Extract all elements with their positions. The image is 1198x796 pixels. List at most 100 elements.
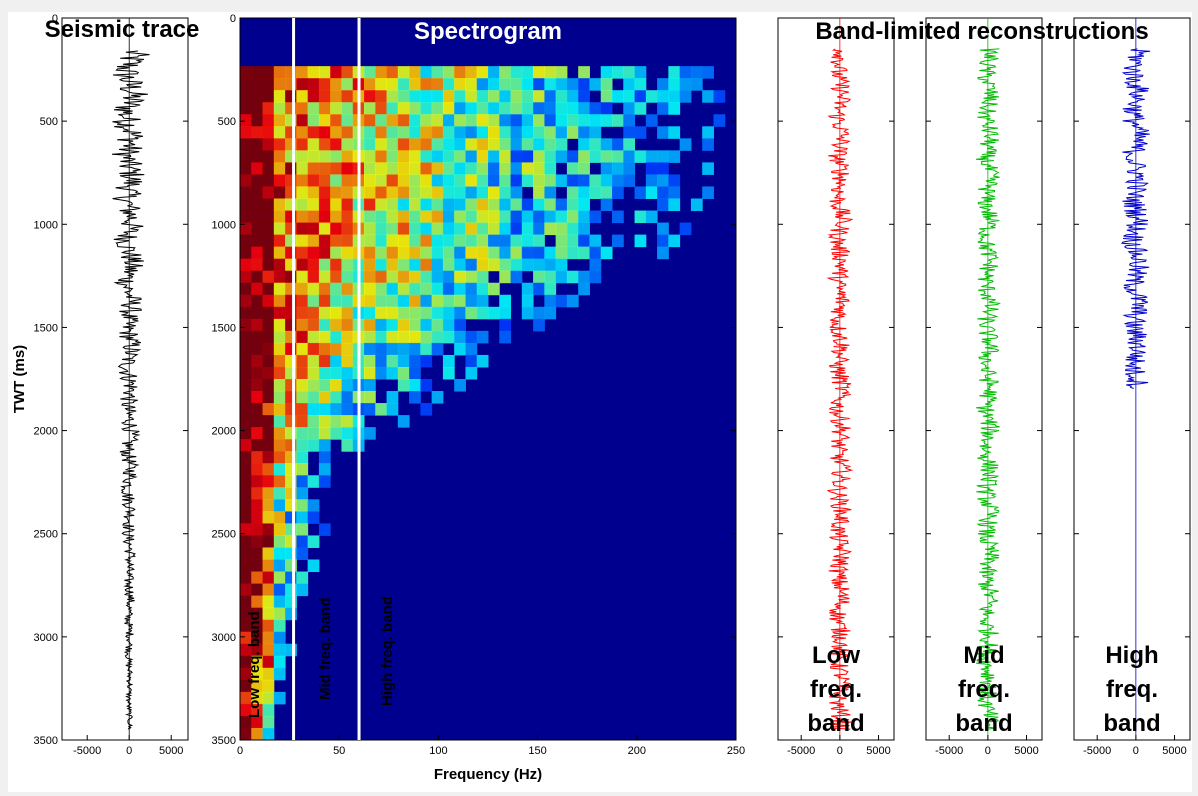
spectrogram-cell <box>240 366 252 380</box>
reconstruction-xtick-label: -5000 <box>787 745 815 757</box>
spectrogram-cell <box>364 150 376 163</box>
spectrogram-cell <box>465 342 478 356</box>
spectrogram-cell <box>420 150 433 163</box>
spectrogram-cell <box>420 114 433 127</box>
spectrogram-cell <box>645 90 658 103</box>
spectrogram-cell <box>251 547 264 560</box>
spectrogram-cell <box>578 162 590 175</box>
spectrogram-cell <box>510 126 523 139</box>
spectrogram-cell <box>623 90 636 103</box>
spectrogram-cell <box>431 102 444 115</box>
spectrogram-cell <box>273 643 286 657</box>
spectrogram-cell <box>454 78 466 91</box>
spectrogram-cell <box>307 174 320 187</box>
spectrogram-cell <box>285 162 297 175</box>
spectrogram-cell <box>375 138 388 151</box>
spectrogram-cell <box>533 198 545 212</box>
spectrogram-cell <box>262 727 275 741</box>
spectrogram-cell <box>364 102 376 115</box>
spectrogram-cell <box>240 126 252 139</box>
spectrogram-ytick-label: 2500 <box>212 529 236 541</box>
spectrogram-cell <box>544 246 557 260</box>
spectrogram-cell <box>285 210 297 224</box>
spectrogram-cell <box>589 174 602 187</box>
spectrogram-cell <box>409 306 421 320</box>
spectrogram-cell <box>454 126 466 139</box>
spectrogram-cell <box>330 222 342 236</box>
spectrogram-cell <box>679 138 692 151</box>
spectrogram-cell <box>566 114 579 127</box>
spectrogram-cell <box>285 318 297 332</box>
spectrogram-cell <box>544 186 557 199</box>
spectrogram-cell <box>431 391 444 404</box>
spectrogram-cell <box>240 715 252 729</box>
spectrogram-cell <box>476 114 489 127</box>
trace-title: Seismic trace <box>45 16 200 43</box>
spectrogram-cell <box>330 403 342 416</box>
spectrogram-cell <box>341 234 354 248</box>
spectrogram-cell <box>318 354 331 368</box>
spectrogram-cell <box>318 294 331 308</box>
spectrogram-cell <box>240 391 252 404</box>
spectrogram-cell <box>521 114 534 127</box>
spectrogram-cell <box>262 126 275 139</box>
spectrogram-cell <box>544 126 557 139</box>
spectrogram-cell <box>375 403 388 416</box>
spectrogram-cell <box>296 222 309 236</box>
spectrogram-cell <box>341 270 354 284</box>
spectrogram-cell <box>285 583 297 597</box>
spectrogram-cell <box>397 198 410 212</box>
spectrogram-cell <box>375 330 388 344</box>
spectrogram-cell <box>690 66 703 79</box>
spectrogram-cell <box>296 583 309 597</box>
spectrogram-cell <box>623 102 636 115</box>
spectrogram-cell <box>555 126 568 139</box>
spectrogram-cell <box>285 66 297 79</box>
spectrogram-cell <box>296 511 309 524</box>
spectrogram-cell <box>318 138 331 151</box>
spectrogram-cell <box>285 246 297 260</box>
spectrogram-cell <box>285 366 297 380</box>
spectrogram-cell <box>442 366 455 380</box>
reconstruction-band-label: Mid <box>963 642 1004 669</box>
spectrogram-cell <box>409 258 421 272</box>
spectrogram-cell <box>273 114 286 127</box>
spectrogram-cell <box>409 198 421 212</box>
spectrogram-cell <box>285 379 297 392</box>
spectrogram-cell <box>544 138 557 151</box>
spectrogram-cell <box>397 210 410 224</box>
spectrogram-cell <box>375 354 388 368</box>
spectrogram-cell <box>668 126 681 139</box>
spectrogram-xtick-label: 200 <box>628 745 646 757</box>
spectrogram-cell <box>600 114 613 127</box>
spectrogram-cell <box>262 427 275 440</box>
spectrogram-ytick-label: 3000 <box>212 632 236 644</box>
spectrogram-cell <box>499 306 512 320</box>
spectrogram-cell <box>262 511 275 524</box>
spectrogram-cell <box>273 102 286 115</box>
spectrogram-cell <box>262 607 275 621</box>
spectrogram-cell <box>364 282 376 296</box>
spectrogram-cell <box>307 234 320 248</box>
spectrogram-cell <box>612 114 624 127</box>
spectrogram-cell <box>431 90 444 103</box>
spectrogram-cell <box>240 415 252 428</box>
spectrogram-cell <box>240 619 252 633</box>
spectrogram-cell <box>296 126 309 139</box>
spectrogram-cell <box>318 174 331 187</box>
spectrogram-cell <box>251 210 264 224</box>
spectrogram-cell <box>330 102 342 115</box>
trace-ytick-label: 1000 <box>34 219 58 231</box>
spectrogram-cell <box>657 234 669 248</box>
spectrogram-cell <box>251 487 264 500</box>
spectrogram-cell <box>386 318 399 332</box>
spectrogram-xtick-label: 150 <box>528 745 546 757</box>
spectrogram-cell <box>578 174 590 187</box>
spectrogram-cell <box>251 607 264 621</box>
spectrogram-cell <box>251 126 264 139</box>
spectrogram-cell <box>296 162 309 175</box>
spectrogram-cell <box>318 198 331 212</box>
spectrogram-cell <box>566 150 579 163</box>
spectrogram-cell <box>555 222 568 236</box>
spectrogram-cell <box>465 114 478 127</box>
